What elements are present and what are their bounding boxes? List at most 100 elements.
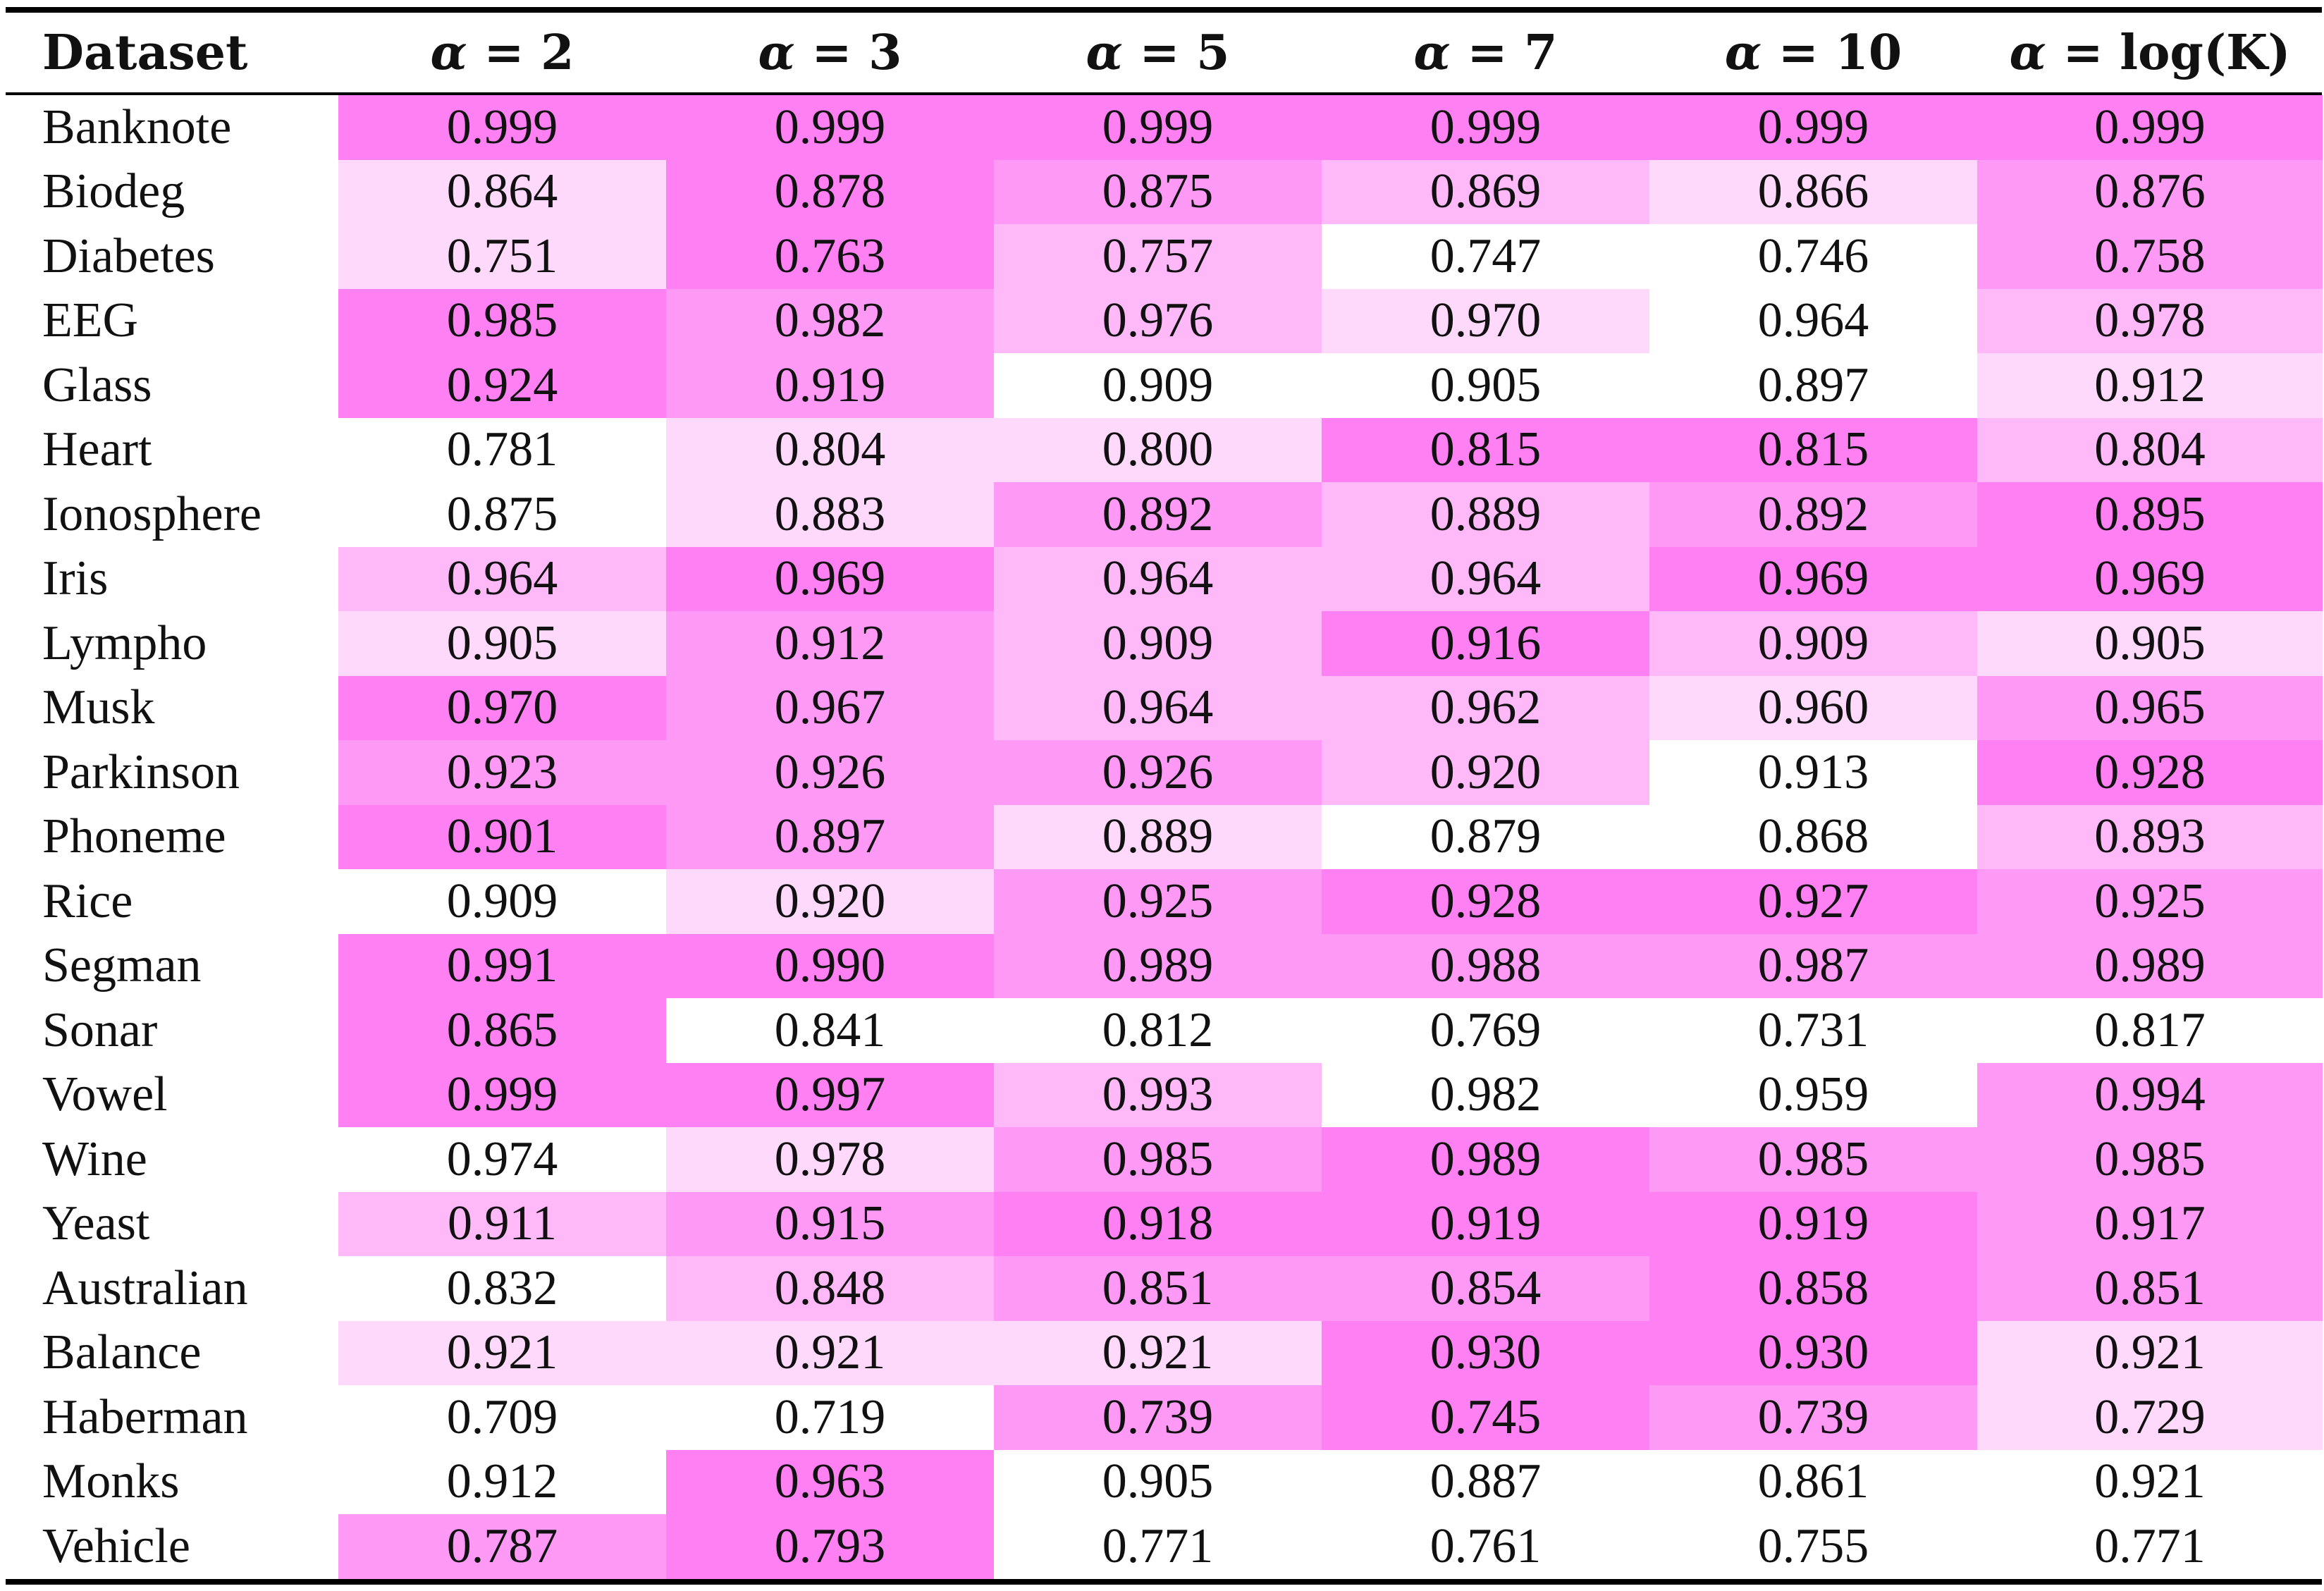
value-cell: 0.917 xyxy=(1977,1191,2323,1256)
value-cell: 0.964 xyxy=(994,675,1322,740)
value-cell: 0.993 xyxy=(994,1062,1322,1127)
value-cell: 0.851 xyxy=(994,1256,1322,1321)
value-cell: 0.879 xyxy=(1322,804,1649,869)
value-cell: 0.864 xyxy=(338,159,666,224)
value-cell: 0.982 xyxy=(666,288,994,353)
header-col-4: α = 10 xyxy=(1649,13,1977,92)
dataset-name: Biodeg xyxy=(42,164,185,219)
value-cell: 0.909 xyxy=(994,611,1322,676)
value-cell: 0.963 xyxy=(666,1449,994,1514)
table-row: Glass 0.924 0.919 0.909 0.905 0.897 0.912 xyxy=(0,353,2324,418)
dataset-name: Sonar xyxy=(42,1002,158,1057)
value-cell: 0.771 xyxy=(994,1514,1322,1579)
table-row: Parkinson 0.923 0.926 0.926 0.920 0.913 0.928 xyxy=(0,740,2324,805)
value-cell: 0.892 xyxy=(1649,482,1977,547)
value-cell: 0.926 xyxy=(994,740,1322,805)
value-cell: 0.999 xyxy=(1322,95,1649,160)
dataset-name: Banknote xyxy=(42,99,232,154)
table-row: Rice 0.909 0.920 0.925 0.928 0.927 0.925 xyxy=(0,869,2324,934)
value-cell: 0.912 xyxy=(1977,353,2323,418)
table-row: Lympho 0.905 0.912 0.909 0.916 0.909 0.905 xyxy=(0,611,2324,676)
value-cell: 0.911 xyxy=(338,1191,666,1256)
dataset-name: Rice xyxy=(42,873,133,928)
value-cell: 0.919 xyxy=(1322,1191,1649,1256)
value-cell: 0.729 xyxy=(1977,1385,2323,1450)
header-col-0: α = 2 xyxy=(338,13,666,92)
value-cell: 0.965 xyxy=(1977,675,2323,740)
header-alpha-symbol: α xyxy=(1086,24,1123,81)
dataset-name: Wine xyxy=(42,1131,147,1186)
value-cell: 0.731 xyxy=(1649,998,1977,1063)
table-row: Diabetes 0.751 0.763 0.757 0.747 0.746 0.758 xyxy=(0,224,2324,289)
dataset-name: Phoneme xyxy=(42,809,226,864)
value-cell: 0.989 xyxy=(1322,1127,1649,1192)
value-cell: 0.893 xyxy=(1977,804,2323,869)
dataset-name: Heart xyxy=(42,422,152,477)
value-cell: 0.970 xyxy=(338,675,666,740)
value-cell: 0.909 xyxy=(994,353,1322,418)
value-cell: 0.999 xyxy=(1977,95,2323,160)
value-cell: 0.974 xyxy=(338,1127,666,1192)
dataset-name: Lympho xyxy=(42,615,207,670)
table-row: EEG 0.985 0.982 0.976 0.970 0.964 0.978 xyxy=(0,288,2324,353)
dataset-name: Segman xyxy=(42,938,202,993)
dataset-name: Parkinson xyxy=(42,744,240,799)
value-cell: 0.930 xyxy=(1322,1320,1649,1385)
value-cell: 0.876 xyxy=(1977,159,2323,224)
value-cell: 0.757 xyxy=(994,224,1322,289)
value-cell: 0.739 xyxy=(994,1385,1322,1450)
table-row: Vowel 0.999 0.997 0.993 0.982 0.959 0.994 xyxy=(0,1062,2324,1127)
value-cell: 0.978 xyxy=(1977,288,2323,353)
value-cell: 0.991 xyxy=(338,933,666,998)
table-row: Banknote 0.999 0.999 0.999 0.999 0.999 0.999 xyxy=(0,95,2324,160)
header-col-2: α = 5 xyxy=(994,13,1322,92)
value-cell: 0.897 xyxy=(1649,353,1977,418)
header-rule xyxy=(6,92,2322,95)
value-cell: 0.959 xyxy=(1649,1062,1977,1127)
header-col-5: α = log(K) xyxy=(1977,13,2323,92)
table-row: Monks 0.912 0.963 0.905 0.887 0.861 0.921 xyxy=(0,1449,2324,1514)
header-alpha-symbol: α xyxy=(2009,24,2046,81)
value-cell: 0.925 xyxy=(1977,869,2323,934)
value-cell: 0.875 xyxy=(994,159,1322,224)
header-col-1: α = 3 xyxy=(666,13,994,92)
dataset-name: Balance xyxy=(42,1325,202,1380)
value-cell: 0.969 xyxy=(1977,546,2323,611)
value-cell: 0.804 xyxy=(1977,417,2323,482)
value-cell: 0.970 xyxy=(1322,288,1649,353)
header-alpha-value: = 7 xyxy=(1450,24,1558,81)
value-cell: 0.747 xyxy=(1322,224,1649,289)
value-cell: 0.926 xyxy=(666,740,994,805)
value-cell: 0.960 xyxy=(1649,675,1977,740)
value-cell: 0.817 xyxy=(1977,998,2323,1063)
value-cell: 0.985 xyxy=(338,288,666,353)
top-rule xyxy=(6,7,2322,13)
dataset-name: Haberman xyxy=(42,1389,248,1444)
dataset-name: Ionosphere xyxy=(42,486,262,541)
dataset-name: Vehicle xyxy=(42,1518,190,1573)
value-cell: 0.999 xyxy=(338,95,666,160)
value-cell: 0.964 xyxy=(338,546,666,611)
dataset-name: Vowel xyxy=(42,1067,168,1122)
value-cell: 0.763 xyxy=(666,224,994,289)
dataset-name: Glass xyxy=(42,357,152,412)
value-cell: 0.985 xyxy=(1649,1127,1977,1192)
value-cell: 0.889 xyxy=(994,804,1322,869)
value-cell: 0.909 xyxy=(338,869,666,934)
value-cell: 0.905 xyxy=(1322,353,1649,418)
value-cell: 0.969 xyxy=(666,546,994,611)
value-cell: 0.800 xyxy=(994,417,1322,482)
table-row: Musk 0.970 0.967 0.964 0.962 0.960 0.965 xyxy=(0,675,2324,740)
value-cell: 0.928 xyxy=(1322,869,1649,934)
value-cell: 0.895 xyxy=(1977,482,2323,547)
value-cell: 0.999 xyxy=(1649,95,1977,160)
value-cell: 0.920 xyxy=(666,869,994,934)
value-cell: 0.999 xyxy=(666,95,994,160)
value-cell: 0.854 xyxy=(1322,1256,1649,1321)
value-cell: 0.868 xyxy=(1649,804,1977,869)
value-cell: 0.755 xyxy=(1649,1514,1977,1579)
value-cell: 0.967 xyxy=(666,675,994,740)
value-cell: 0.909 xyxy=(1649,611,1977,676)
value-cell: 0.815 xyxy=(1322,417,1649,482)
